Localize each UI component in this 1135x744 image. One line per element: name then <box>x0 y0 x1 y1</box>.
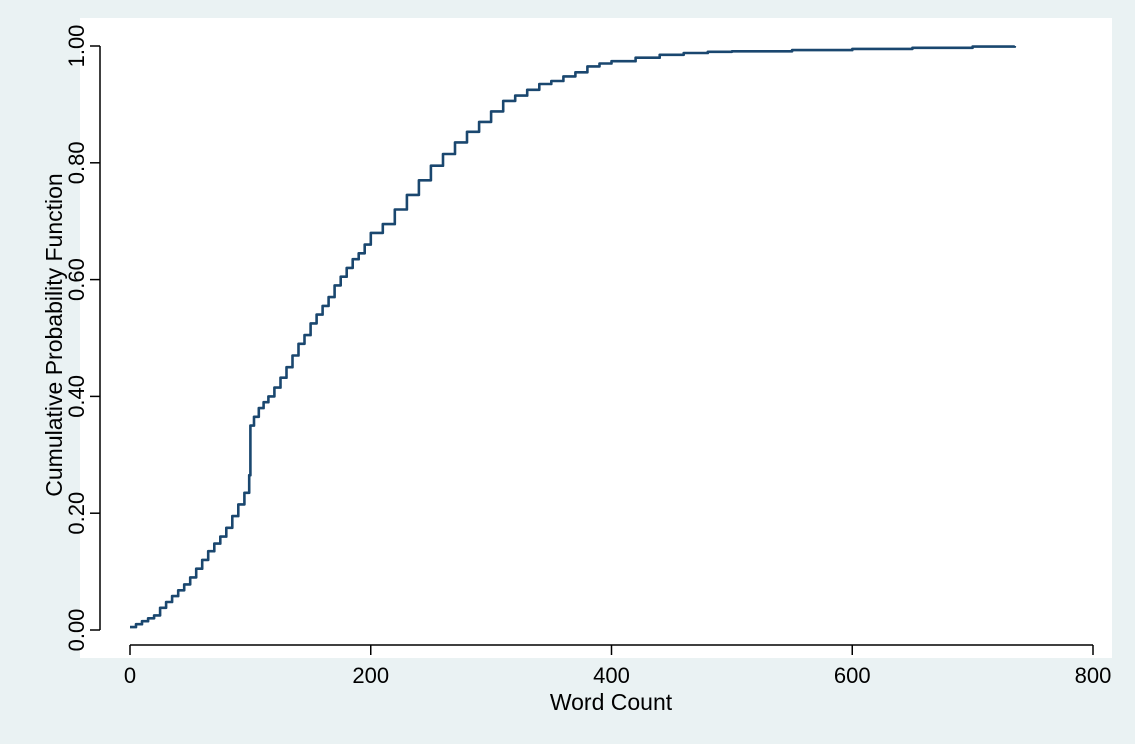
x-tick-label: 0 <box>124 663 136 688</box>
x-axis-title: Word Count <box>550 689 673 715</box>
y-axis-title: Cumulative Probability Function <box>41 173 67 496</box>
y-tick-label: 0.80 <box>64 141 89 184</box>
y-tick-label: 0.00 <box>64 609 89 652</box>
tick-labels: 0 200 400 600 800 0.00 0.20 0.40 0.60 0.80 1.00 <box>64 25 1111 688</box>
x-tick-label: 400 <box>593 663 630 688</box>
y-tick-label: 0.20 <box>64 492 89 535</box>
tick-marks <box>90 45 1094 655</box>
cdf-series-line <box>130 45 1017 629</box>
y-tick-label: 0.60 <box>64 258 89 301</box>
plot-background <box>80 18 1112 658</box>
y-tick-label: 0.40 <box>64 375 89 418</box>
x-tick-label: 200 <box>352 663 389 688</box>
x-tick-label: 600 <box>834 663 871 688</box>
y-tick-label: 1.00 <box>64 25 89 68</box>
x-tick-label: 800 <box>1075 663 1112 688</box>
